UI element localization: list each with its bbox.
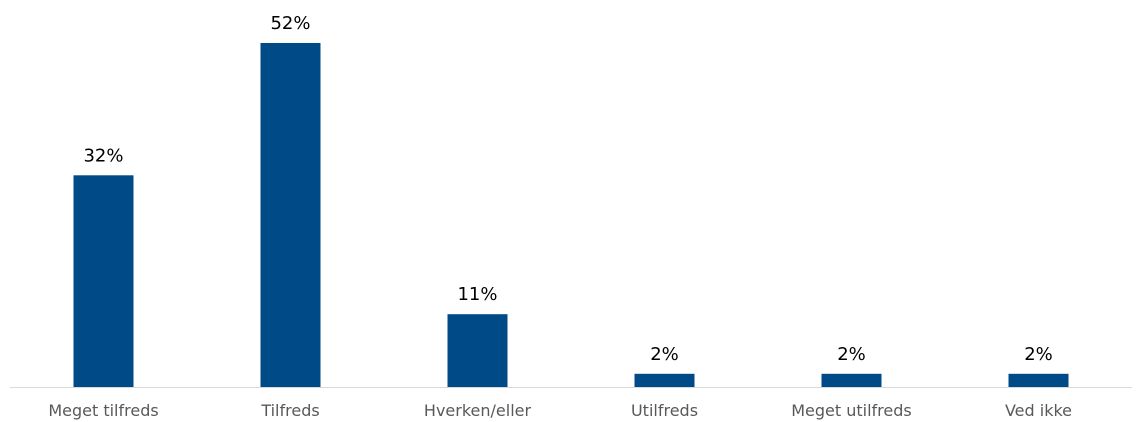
bar-3 [634,373,695,387]
bars-group [73,43,1069,387]
data-label-0: 32% [83,145,123,166]
data-label-1: 52% [270,13,310,34]
data-labels-group: 32% 52% 11% 2% 2% 2% [83,13,1052,365]
bar-4 [821,373,882,387]
bar-1 [260,43,321,387]
x-tick-label-3: Utilfreds [631,401,698,420]
x-tick-label-2: Hverken/eller [424,401,532,420]
x-tick-label-0: Meget tilfreds [48,401,158,420]
data-label-3: 2% [650,344,679,365]
x-tick-labels-group: Meget tilfreds Tilfreds Hverken/eller Utilf… [48,401,1072,420]
data-label-2: 11% [457,284,497,305]
bar-5 [1008,373,1069,387]
data-label-4: 2% [837,344,866,365]
bar-0 [73,175,134,387]
x-tick-label-1: Tilfreds [260,401,319,420]
data-label-5: 2% [1024,344,1053,365]
x-tick-label-5: Ved ikke [1005,401,1072,420]
bar-2 [447,314,508,387]
x-tick-label-4: Meget utilfreds [791,401,912,420]
